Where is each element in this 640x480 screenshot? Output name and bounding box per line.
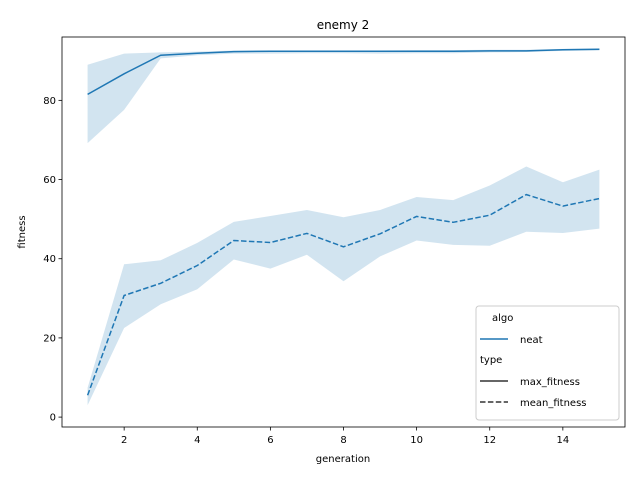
legend-title-type: type	[480, 355, 502, 366]
series-lines	[86, 48, 600, 396]
x-tick-label: 8	[340, 435, 346, 446]
series-line-max-fitness	[87, 48, 600, 96]
legend-entry-neat: neat	[520, 335, 543, 346]
x-tick-label: 6	[267, 435, 273, 446]
y-tick-label: 80	[43, 96, 56, 107]
y-axis-ticks: 0 20 40 60 80	[43, 96, 62, 424]
y-tick-label: 60	[43, 175, 56, 186]
legend: algo neat type max_fitness mean_fitness	[475, 305, 620, 421]
series-line-mean-fitness	[86, 193, 600, 396]
y-tick-label: 40	[43, 254, 56, 265]
legend-title-algo: algo	[492, 313, 513, 324]
legend-box	[475, 305, 620, 421]
legend-entry-mean-fitness: mean_fitness	[520, 398, 587, 409]
x-tick-label: 14	[556, 435, 569, 446]
x-tick-label: 12	[483, 435, 496, 446]
chart-title: enemy 2	[317, 18, 370, 32]
confidence-bands	[87, 48, 600, 406]
x-axis-label: generation	[316, 454, 370, 465]
x-tick-label: 10	[410, 435, 423, 446]
ci-band-mean-fitness	[87, 166, 600, 406]
x-tick-label: 4	[194, 435, 200, 446]
x-axis-ticks: 2 4 6 8 10 12 14	[121, 427, 569, 446]
y-tick-label: 20	[43, 333, 56, 344]
y-axis-label: fitness	[17, 215, 28, 248]
legend-entry-max-fitness: max_fitness	[520, 377, 580, 388]
y-tick-label: 0	[50, 413, 56, 424]
ci-band-max-fitness	[87, 48, 600, 144]
x-tick-label: 2	[121, 435, 127, 446]
